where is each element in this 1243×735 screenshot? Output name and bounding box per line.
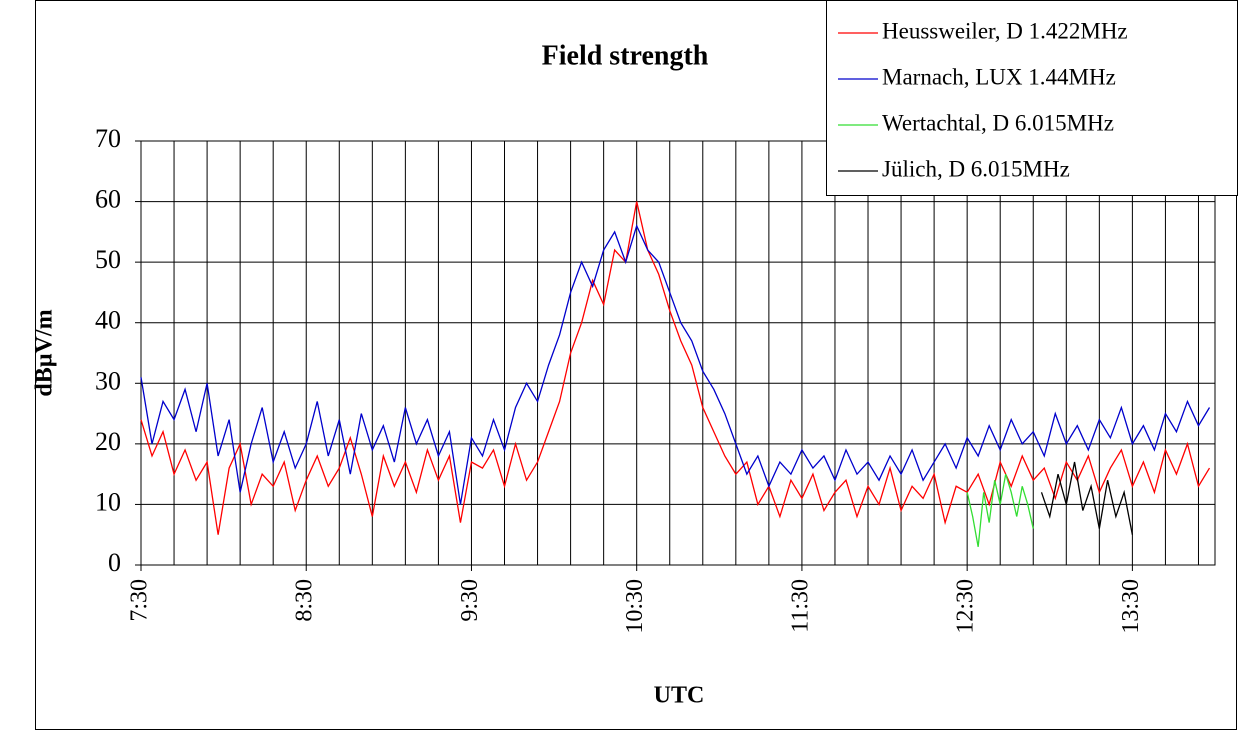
legend-label: Jülich, D 6.015MHz — [882, 156, 1070, 181]
y-tick-label: 0 — [108, 548, 121, 577]
y-tick-label: 70 — [95, 124, 121, 153]
y-tick-label: 40 — [95, 306, 121, 335]
y-tick-label: 20 — [95, 427, 121, 456]
y-tick-label: 50 — [95, 245, 121, 274]
series-line — [1040, 461, 1134, 535]
chart-frame — [35, 0, 1237, 730]
x-tick-label: 11:30 — [787, 579, 813, 633]
y-tick-label: 60 — [95, 185, 121, 214]
y-tick-label: 30 — [95, 366, 121, 395]
x-tick-label: 12:30 — [953, 579, 979, 634]
x-axis-label: UTC — [654, 683, 705, 709]
x-tick-label: 13:30 — [1118, 579, 1144, 634]
x-tick-label: 9:30 — [457, 579, 483, 622]
series-line — [966, 473, 1034, 547]
series-line — [140, 201, 1211, 535]
legend-label: Wertachtal, D 6.015MHz — [882, 110, 1114, 135]
x-tick-label: 10:30 — [622, 579, 648, 634]
x-tick-label: 8:30 — [292, 579, 318, 622]
x-tick-label: 7:30 — [127, 579, 153, 622]
legend-label: Heussweiler, D 1.422MHz — [882, 18, 1128, 43]
y-tick-label: 10 — [95, 487, 121, 516]
series-line — [140, 223, 1211, 505]
chart-title: Field strength — [542, 40, 709, 71]
y-axis-label: dBµV/m — [32, 309, 58, 396]
legend-label: Marnach, LUX 1.44MHz — [882, 64, 1116, 89]
plot-frame — [140, 140, 1216, 566]
legend-box — [826, 0, 1238, 196]
